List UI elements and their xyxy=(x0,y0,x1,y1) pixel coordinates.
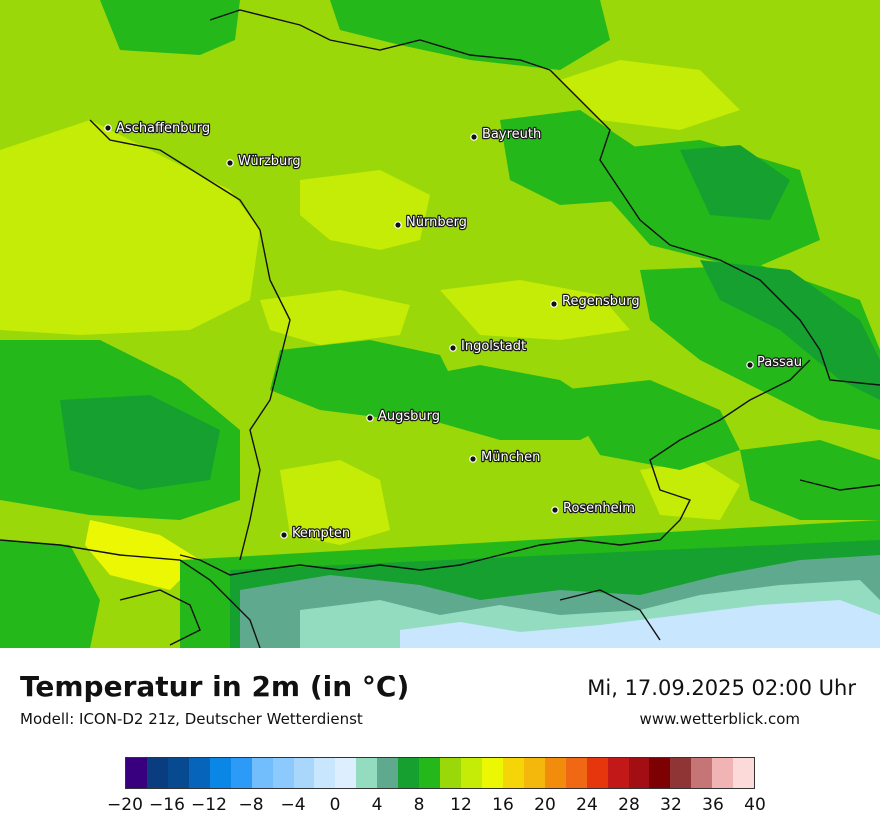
city-ingolstadt[interactable]: Ingolstadt xyxy=(449,338,527,355)
colorbar-segment xyxy=(251,758,273,788)
city-passau[interactable]: Passau xyxy=(746,354,803,371)
colorbar-tick-label: 12 xyxy=(450,795,472,815)
colorbar-segment xyxy=(146,758,168,788)
colorbar-segment xyxy=(126,758,147,788)
colorbar-segment xyxy=(356,758,378,788)
colorbar-tick-label: 0 xyxy=(329,795,341,815)
city-label: Bayreuth xyxy=(482,127,541,142)
city-dot xyxy=(394,221,402,229)
colorbar-segment xyxy=(377,758,399,788)
colorbar-tick-label: −8 xyxy=(238,795,264,815)
border-bavaria-north xyxy=(209,9,551,71)
colorbar-tick-label: 40 xyxy=(744,795,766,815)
colorbar-tick-label: −4 xyxy=(280,795,306,815)
city-label: Passau xyxy=(757,355,802,370)
city-dot xyxy=(280,531,288,539)
city-nuernberg[interactable]: Nürnberg xyxy=(394,214,468,231)
city-dot xyxy=(551,506,559,514)
border-austria xyxy=(179,359,811,576)
city-muenchen[interactable]: München xyxy=(469,449,542,466)
city-rosenheim[interactable]: Rosenheim xyxy=(551,500,636,517)
colorbar-segment xyxy=(398,758,420,788)
colorbar-segment xyxy=(586,758,608,788)
colorbar-segment xyxy=(712,758,734,788)
city-label: Würzburg xyxy=(238,154,301,169)
colorbar-segment xyxy=(691,758,713,788)
border-czech xyxy=(549,69,880,386)
temperature-field-minus4 xyxy=(400,600,880,648)
temperature-field-12 xyxy=(0,60,740,545)
city-dot xyxy=(550,300,558,308)
city-dot xyxy=(104,124,112,132)
colorbar-tick-label: 36 xyxy=(702,795,724,815)
city-augsburg[interactable]: Augsburg xyxy=(366,408,441,425)
map-title: Temperatur in 2m (in °C) xyxy=(20,670,410,703)
temperature-colorbar xyxy=(125,757,755,789)
colorbar-tick-label: 20 xyxy=(534,795,556,815)
city-dot xyxy=(469,455,477,463)
city-label: Aschaffenburg xyxy=(116,121,210,136)
city-label: Augsburg xyxy=(378,409,440,424)
colorbar-segment xyxy=(523,758,545,788)
border-swiss xyxy=(0,539,261,649)
colorbar-segment xyxy=(272,758,294,788)
colorbar-segment xyxy=(670,758,692,788)
colorbar-tick-label: 32 xyxy=(660,795,682,815)
colorbar-tick-label: 16 xyxy=(492,795,514,815)
colorbar-segment xyxy=(502,758,524,788)
colorbar-segment xyxy=(188,758,210,788)
colorbar-segment xyxy=(419,758,441,788)
colorbar-segment xyxy=(335,758,357,788)
colorbar-ticks: −20 −16 −12 −8 −4 0 4 8 12 16 20 24 28 32 36 40 xyxy=(107,795,766,819)
website-link[interactable]: www.wetterblick.com xyxy=(639,710,800,728)
colorbar-tick-label: −12 xyxy=(191,795,227,815)
colorbar-segment xyxy=(314,758,336,788)
city-markers: Aschaffenburg Bayreuth Würzburg Nürnberg… xyxy=(104,120,803,542)
city-dot xyxy=(449,344,457,352)
colorbar-segment xyxy=(565,758,587,788)
city-label: Rosenheim xyxy=(563,501,635,516)
border-east xyxy=(799,479,880,491)
city-kempten[interactable]: Kempten xyxy=(280,525,351,542)
city-dot xyxy=(366,414,374,422)
colorbar-segment xyxy=(607,758,629,788)
colorbar-segment xyxy=(481,758,503,788)
forecast-datetime: Mi, 17.09.2025 02:00 Uhr xyxy=(587,676,856,700)
colorbar-segment xyxy=(461,758,482,788)
city-label: Nürnberg xyxy=(406,215,467,230)
border-swiss-lake xyxy=(119,589,201,646)
border-west xyxy=(89,119,291,561)
colorbar-tick-label: 4 xyxy=(371,795,383,815)
colorbar-tick-label: 24 xyxy=(576,795,598,815)
city-label: München xyxy=(481,450,540,465)
map-borders xyxy=(0,9,880,649)
colorbar-segment xyxy=(628,758,650,788)
colorbar-segment xyxy=(167,758,189,788)
city-aschaffenburg[interactable]: Aschaffenburg xyxy=(104,120,211,137)
colorbar-segment xyxy=(649,758,671,788)
colorbar-segment xyxy=(230,758,252,788)
city-label: Kempten xyxy=(292,526,350,541)
colorbar-segment xyxy=(440,758,461,788)
city-dot xyxy=(226,159,234,167)
city-dot xyxy=(470,133,478,141)
colorbar-segment xyxy=(733,758,755,788)
model-source: Modell: ICON-D2 21z, Deutscher Wetterdie… xyxy=(20,710,363,728)
city-bayreuth[interactable]: Bayreuth xyxy=(470,126,542,143)
colorbar-tick-label: −16 xyxy=(149,795,185,815)
colorbar-tick-label: −20 xyxy=(107,795,143,815)
city-label: Regensburg xyxy=(562,294,640,309)
city-dot xyxy=(746,361,754,369)
colorbar-tick-label: 28 xyxy=(618,795,640,815)
city-wuerzburg[interactable]: Würzburg xyxy=(226,153,302,170)
temperature-map[interactable]: Aschaffenburg Bayreuth Würzburg Nürnberg… xyxy=(0,0,880,649)
city-regensburg[interactable]: Regensburg xyxy=(550,293,641,310)
colorbar-segment xyxy=(209,758,231,788)
city-label: Ingolstadt xyxy=(461,339,526,354)
colorbar-segment xyxy=(293,758,315,788)
border-austria-inner xyxy=(559,589,661,641)
colorbar-tick-label: 8 xyxy=(413,795,425,815)
colorbar-segment xyxy=(544,758,566,788)
